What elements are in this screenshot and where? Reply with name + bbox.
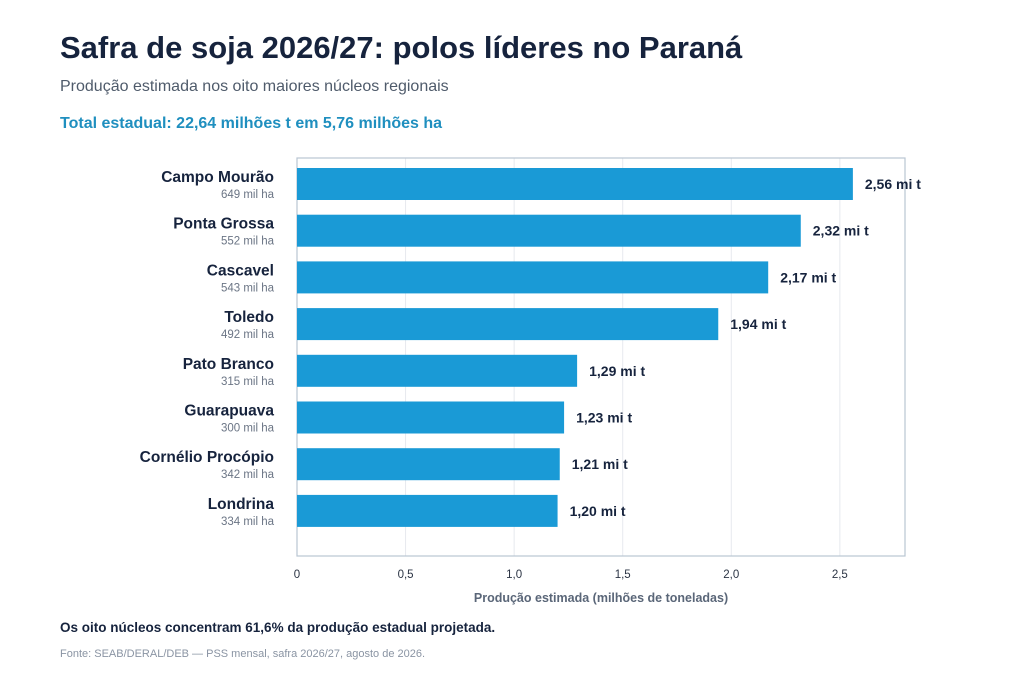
x-tick-label: 2,0: [723, 569, 739, 581]
category-area-label: 492 mil ha: [221, 329, 275, 341]
category-label: Guarapuava: [184, 403, 274, 420]
bar-value-label: 1,29 mi t: [589, 363, 645, 379]
category-label: Pato Branco: [183, 356, 274, 373]
category-area-label: 315 mil ha: [221, 376, 275, 388]
category-area-label: 552 mil ha: [221, 236, 275, 248]
bar: [297, 494, 558, 527]
chart-subtitle: Produção estimada nos oito maiores núcle…: [60, 78, 449, 95]
x-axis-ticks: 0 0,5 1,0 1,5 2,0 2,5: [294, 569, 848, 581]
category-area-label: 300 mil ha: [221, 423, 275, 435]
bar: [297, 214, 801, 247]
category-area-label: 543 mil ha: [221, 282, 275, 294]
bar: [297, 401, 565, 434]
category-area-label: 334 mil ha: [221, 516, 275, 528]
x-tick-label: 1,5: [615, 569, 631, 581]
bar: [297, 261, 769, 294]
x-tick-label: 0,5: [398, 569, 414, 581]
category-label: Ponta Grossa: [173, 216, 274, 233]
bar-value-label: 1,23 mi t: [576, 410, 632, 426]
x-tick-label: 0: [294, 569, 300, 581]
bar: [297, 354, 578, 387]
bar-value-label: 2,17 mi t: [780, 269, 836, 285]
bars: 2,56 mi t 2,32 mi t 2,17 mi t 1,94 mi t 1,29…: [297, 168, 921, 527]
x-tick-label: 1,0: [506, 569, 522, 581]
bar-value-label: 1,21 mi t: [572, 456, 628, 472]
category-label: Campo Mourão: [161, 169, 274, 186]
bar: [297, 448, 560, 481]
category-area-label: 649 mil ha: [221, 189, 275, 201]
category-labels: Campo Mourão 649 mil ha Ponta Grossa 552 mi…: [140, 169, 275, 528]
category-area-label: 342 mil ha: [221, 469, 275, 481]
bar-value-label: 1,94 mi t: [730, 316, 786, 332]
source-note: Fonte: SEAB/DERAL/DEB — PSS mensal, safr…: [60, 648, 426, 660]
bar-value-label: 2,56 mi t: [865, 176, 921, 192]
bar: [297, 308, 719, 341]
category-label: Londrina: [208, 496, 275, 513]
x-axis-label: Produção estimada (milhões de toneladas): [474, 591, 728, 605]
concentration-note: Os oito núcleos concentram 61,6% da prod…: [60, 620, 496, 635]
bar: [297, 168, 853, 200]
bar-value-label: 1,20 mi t: [570, 503, 626, 519]
category-label: Cascavel: [207, 262, 274, 279]
bar-value-label: 2,32 mi t: [813, 223, 869, 239]
category-label: Cornélio Procópio: [140, 449, 274, 466]
chart-title: Safra de soja 2026/27: polos líderes no …: [60, 30, 743, 65]
category-label: Toledo: [224, 309, 274, 326]
x-tick-label: 2,5: [832, 569, 848, 581]
state-total-highlight: Total estadual: 22,64 milhões t em 5,76 …: [60, 115, 443, 132]
